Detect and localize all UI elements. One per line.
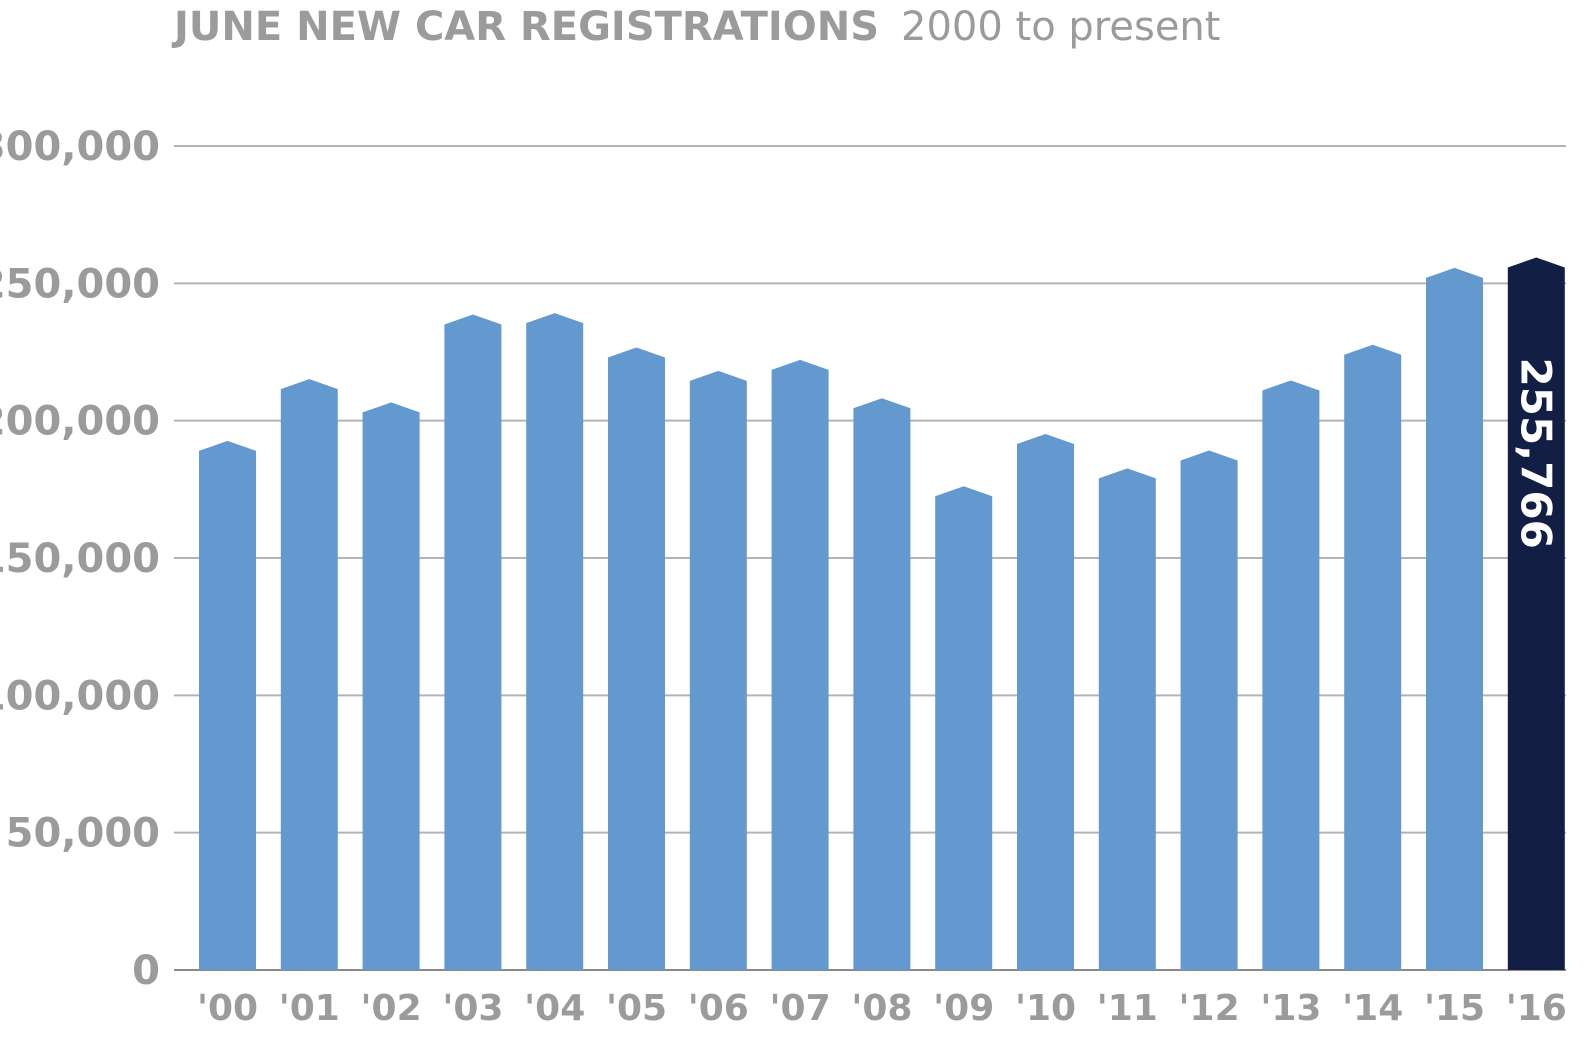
chart-title: JUNE NEW CAR REGISTRATIONS — [171, 4, 879, 50]
bar-08 — [853, 398, 911, 971]
bar-07 — [771, 359, 829, 970]
y-tick-label: 100,000 — [0, 673, 160, 719]
x-tick-label: '10 — [1015, 988, 1076, 1029]
bar-02 — [362, 402, 420, 971]
y-tick-label: 250,000 — [0, 261, 160, 307]
bar-04 — [526, 313, 584, 970]
bar-16 — [1507, 257, 1565, 970]
x-tick-label: '00 — [197, 988, 258, 1029]
x-tick-label: '06 — [688, 988, 749, 1029]
bar-06 — [689, 370, 747, 971]
bar-11 — [1098, 468, 1156, 970]
y-tick-label: 200,000 — [0, 399, 160, 445]
x-tick-label: '14 — [1342, 988, 1403, 1029]
y-tick-label: 150,000 — [0, 536, 160, 582]
x-tick-label: '16 — [1506, 988, 1567, 1029]
y-tick-label: 0 — [132, 948, 160, 994]
y-axis-ticks: 0 50,000 100,000 150,000 200,000 250,000 300,0… — [0, 124, 160, 994]
x-tick-label: '04 — [524, 988, 585, 1029]
bars — [199, 257, 1565, 971]
x-tick-label: '15 — [1424, 988, 1485, 1029]
x-tick-label: '01 — [279, 988, 340, 1029]
data-labels: 255,766 — [1511, 357, 1560, 548]
bar-03 — [444, 314, 502, 970]
x-tick-label: '07 — [770, 988, 831, 1029]
x-tick-label: '02 — [361, 988, 422, 1029]
chart-subtitle: 2000 to present — [901, 4, 1220, 50]
x-tick-label: '13 — [1260, 988, 1321, 1029]
x-tick-label: '09 — [933, 988, 994, 1029]
x-tick-label: '03 — [442, 988, 503, 1029]
bar-12 — [1180, 450, 1238, 970]
bar-09 — [935, 486, 993, 970]
data-label-16: 255,766 — [1511, 357, 1560, 548]
bar-14 — [1344, 344, 1402, 970]
bar-13 — [1262, 380, 1320, 970]
x-tick-label: '05 — [606, 988, 667, 1029]
y-tick-label: 300,000 — [0, 124, 160, 170]
x-axis-ticks: '00 '01 '02 '03 '04 '05 '06 '07 '08 '09 '10 '11 '12 '… — [197, 988, 1567, 1029]
x-tick-label: '08 — [851, 988, 912, 1029]
x-tick-label: '11 — [1097, 988, 1158, 1029]
bar-00 — [199, 440, 256, 970]
bar-05 — [608, 347, 665, 970]
bar-15 — [1426, 267, 1483, 971]
x-tick-label: '12 — [1179, 988, 1240, 1029]
y-tick-label: 50,000 — [6, 811, 160, 857]
bar-01 — [280, 379, 338, 971]
bar-10 — [1017, 434, 1074, 971]
chart-title-line: JUNE NEW CAR REGISTRATIONS 2000 to prese… — [171, 4, 1220, 50]
